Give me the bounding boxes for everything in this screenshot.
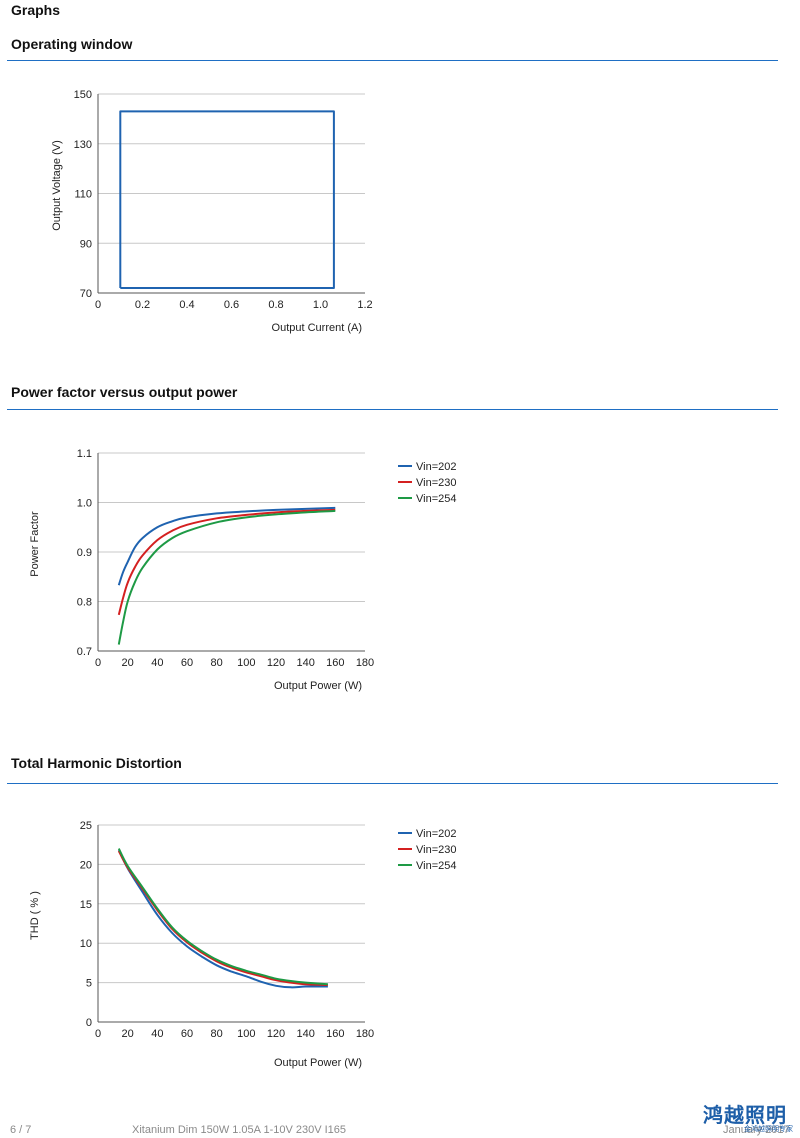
x-tick-label: 120 xyxy=(267,657,285,669)
legend-label: Vin=202 xyxy=(416,461,456,473)
y-tick-label: 130 xyxy=(74,139,92,151)
footer-date: January 2017 xyxy=(723,1124,790,1136)
y-tick-label: 150 xyxy=(74,89,92,101)
series-line-vin-254 xyxy=(117,848,328,986)
power-factor-chart: 0.7 0.8 0.9 1.0 1.1 0 20 40 60 80 100 120 140 160 180 O… xyxy=(29,448,456,692)
x-tick-label: 20 xyxy=(122,1028,134,1040)
x-tick-label: 20 xyxy=(122,657,134,669)
series-line-vin-254 xyxy=(117,509,336,645)
x-tick-label: 160 xyxy=(326,657,344,669)
page-heading: Graphs xyxy=(11,2,61,18)
x-tick-label: 0 xyxy=(95,657,101,669)
x-tick-label: 180 xyxy=(356,657,374,669)
x-tick-label: 120 xyxy=(267,1028,285,1040)
y-tick-label: 0 xyxy=(86,1017,92,1029)
footer-product-name: Xitanium Dim 150W 1.05A 1-10V 230V I165 xyxy=(132,1124,347,1136)
legend-label: Vin=230 xyxy=(416,477,456,489)
legend-label: Vin=254 xyxy=(416,860,456,872)
y-axis-label: Power Factor xyxy=(29,511,41,577)
section-divider xyxy=(7,783,778,784)
legend-label: Vin=254 xyxy=(416,493,456,505)
operating-window-boundary xyxy=(119,110,335,289)
section-divider xyxy=(7,60,778,61)
y-tick-label: 20 xyxy=(80,859,92,871)
x-tick-label: 140 xyxy=(296,1028,314,1040)
y-tick-label: 0.9 xyxy=(77,547,92,559)
x-tick-label: 0.4 xyxy=(179,299,194,311)
x-tick-label: 80 xyxy=(211,657,223,669)
y-tick-label: 70 xyxy=(80,288,92,300)
x-tick-label: 140 xyxy=(296,657,314,669)
x-axis-label: Output Power (W) xyxy=(274,680,362,692)
legend-label: Vin=202 xyxy=(416,828,456,840)
x-tick-label: 1.2 xyxy=(357,299,372,311)
y-axis-label: Output Voltage (V) xyxy=(51,140,63,231)
logo-subtext: 金鸿越照明专家 xyxy=(744,1126,793,1133)
x-tick-label: 40 xyxy=(151,657,163,669)
section-divider xyxy=(7,409,778,410)
y-tick-label: 25 xyxy=(80,820,92,832)
y-tick-label: 15 xyxy=(80,899,92,911)
y-axis-label: THD ( % ) xyxy=(29,891,41,940)
y-tick-label: 1.1 xyxy=(77,448,92,460)
x-tick-label: 0 xyxy=(95,299,101,311)
x-tick-label: 180 xyxy=(356,1028,374,1040)
x-tick-label: 60 xyxy=(181,1028,193,1040)
section-title-power-factor: Power factor versus output power xyxy=(11,384,238,400)
x-tick-label: 0.6 xyxy=(224,299,239,311)
x-tick-label: 0 xyxy=(95,1028,101,1040)
brand-logo: 鸿越照明 金鸿越照明专家 xyxy=(703,1104,793,1134)
series-line-vin-202 xyxy=(117,849,328,989)
y-tick-label: 90 xyxy=(80,238,92,250)
x-axis-label: Output Current (A) xyxy=(272,322,362,334)
x-tick-label: 100 xyxy=(237,657,255,669)
x-tick-label: 100 xyxy=(237,1028,255,1040)
logo-text: 鸿越照明 xyxy=(703,1103,787,1127)
legend-label: Vin=230 xyxy=(416,844,456,856)
section-title-thd: Total Harmonic Distortion xyxy=(11,755,182,771)
y-tick-label: 10 xyxy=(80,938,92,950)
x-tick-label: 0.2 xyxy=(135,299,150,311)
x-tick-label: 0.8 xyxy=(268,299,283,311)
thd-chart: 0 5 10 15 20 25 0 20 40 60 80 100 120 140 160 180 Output… xyxy=(29,820,456,1069)
series-line-vin-230 xyxy=(117,508,336,616)
x-tick-label: 80 xyxy=(211,1028,223,1040)
footer-page-number: 6 / 7 xyxy=(10,1124,32,1136)
operating-window-chart: 70 90 110 130 150 0 0.2 0.4 0.6 0.8 1.0 1.2 Output C… xyxy=(51,89,373,334)
series-line-vin-230 xyxy=(117,850,328,986)
y-tick-label: 0.7 xyxy=(77,646,92,658)
section-title-operating-window: Operating window xyxy=(11,36,133,52)
x-tick-label: 160 xyxy=(326,1028,344,1040)
y-tick-label: 1.0 xyxy=(77,498,92,510)
series-line-vin-202 xyxy=(117,506,336,586)
x-tick-label: 1.0 xyxy=(313,299,328,311)
x-tick-label: 60 xyxy=(181,657,193,669)
x-axis-label: Output Power (W) xyxy=(274,1057,362,1069)
x-tick-label: 40 xyxy=(151,1028,163,1040)
y-tick-label: 5 xyxy=(86,978,92,990)
y-tick-label: 110 xyxy=(74,189,92,201)
y-tick-label: 0.8 xyxy=(77,597,92,609)
